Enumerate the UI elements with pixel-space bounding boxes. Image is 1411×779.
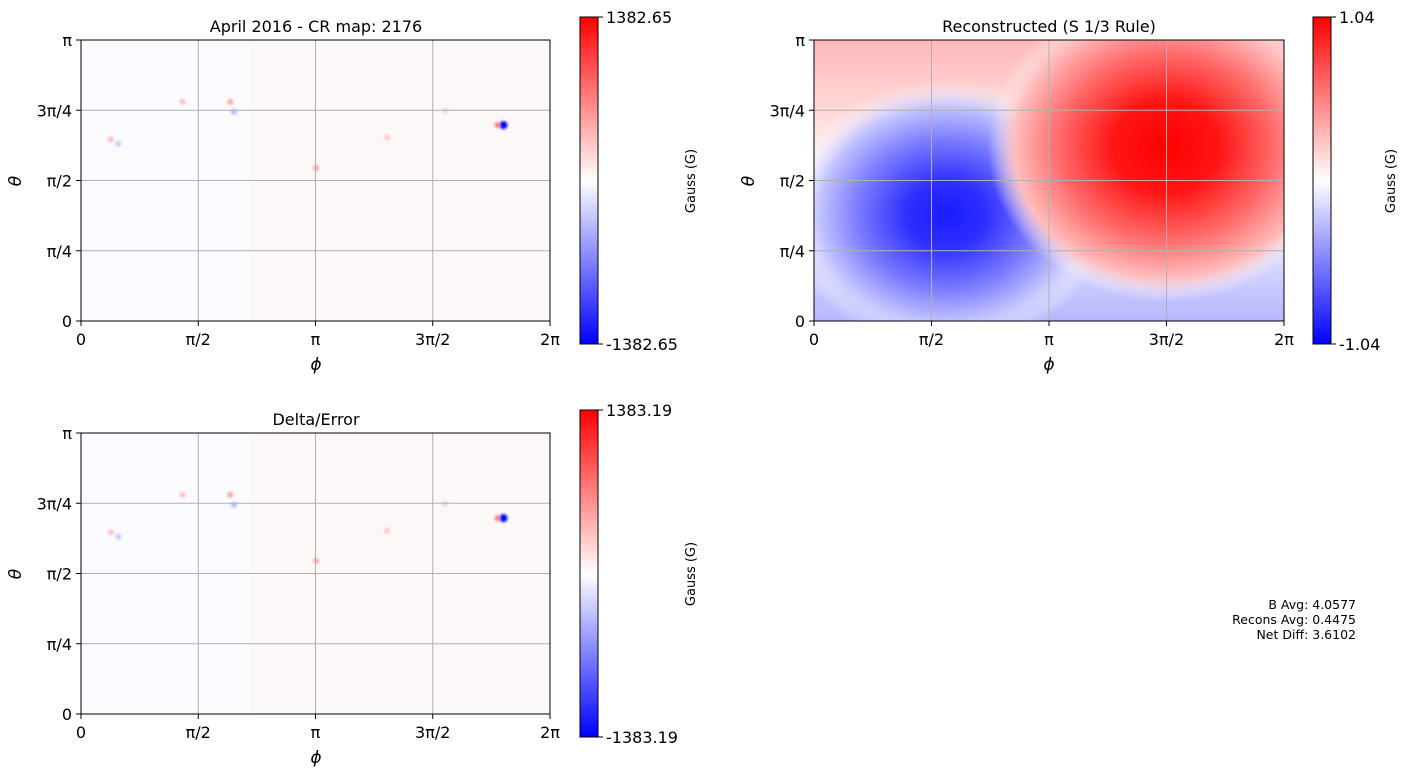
delta-error-grid bbox=[81, 433, 550, 714]
delta-error-field-spot bbox=[313, 558, 320, 565]
cr-map-y-ticks: 0 π/4 π/2 3π/4 π bbox=[37, 31, 81, 331]
delta-error-x-tick-label: π/2 bbox=[186, 723, 211, 742]
delta-error-x-tick-label: 3π/2 bbox=[415, 723, 450, 742]
delta-error-x-tick-label: π bbox=[311, 723, 321, 742]
stats-annotation: B Avg: 4.0577 Recons Avg: 0.4475 Net Dif… bbox=[1232, 597, 1356, 642]
cr-map-y-tick-label: π/4 bbox=[47, 242, 72, 261]
cr-map-field-spot bbox=[115, 140, 122, 147]
delta-error-field-spot bbox=[231, 501, 238, 508]
recons-avg-text: Recons Avg: 0.4475 bbox=[1232, 612, 1356, 627]
delta-error-colorbar bbox=[579, 409, 599, 738]
reconstructed-positive-lobe bbox=[987, 40, 1284, 302]
delta-error-y-tick-label: 3π/4 bbox=[37, 494, 72, 513]
cr-map-field-spot bbox=[494, 122, 501, 129]
reconstructed-ylabel: θ bbox=[739, 175, 759, 186]
cr-map-field-spot bbox=[179, 98, 186, 105]
delta-error-field-spot bbox=[499, 514, 508, 523]
delta-error-y-tick-label: π bbox=[62, 424, 72, 443]
cr-map-x-tick-label: π bbox=[311, 330, 321, 349]
delta-error-field-spot bbox=[384, 527, 391, 534]
cr-map-grid bbox=[81, 40, 550, 321]
cr-map-xlabel: ϕ bbox=[310, 355, 321, 375]
delta-error-y-tick-label: π/2 bbox=[47, 565, 72, 584]
reconstructed-y-tick-label: 3π/4 bbox=[770, 101, 805, 120]
cr-map-x-tick-label: 2π bbox=[540, 330, 560, 349]
delta-error-field-spot bbox=[227, 491, 234, 498]
reconstructed-xlabel: ϕ bbox=[1043, 355, 1054, 375]
cr-map-y-tick-label: π bbox=[62, 31, 72, 50]
cr-map-ylabel: θ bbox=[6, 175, 26, 186]
cr-map-field-spot bbox=[499, 121, 508, 130]
cr-map-y-tick-label: π/2 bbox=[47, 172, 72, 191]
delta-error-xlabel: ϕ bbox=[310, 748, 321, 768]
net-diff-text: Net Diff: 3.6102 bbox=[1256, 627, 1356, 642]
delta-error-colorbar-min: -1383.19 bbox=[606, 728, 678, 747]
delta-error-x-tick-label: 2π bbox=[540, 723, 560, 742]
delta-error-panel: Delta/Error 0 π/2 π 3π/2 2π 0 π/4 π/2 3π/4 π ϕ θ… bbox=[6, 401, 699, 768]
delta-error-y-tick-label: π/4 bbox=[47, 635, 72, 654]
cr-map-title: April 2016 - CR map: 2176 bbox=[210, 17, 422, 36]
delta-error-field-spot bbox=[107, 529, 114, 536]
reconstructed-x-tick-label: 3π/2 bbox=[1149, 330, 1184, 349]
cr-map-colorbar-label: Gauss (G) bbox=[684, 149, 699, 213]
delta-error-x-ticks: 0 π/2 π 3π/2 2π bbox=[76, 714, 560, 742]
reconstructed-x-tick-label: π bbox=[1044, 330, 1054, 349]
reconstructed-y-tick-label: π/4 bbox=[780, 242, 805, 261]
delta-error-x-tick-label: 0 bbox=[76, 723, 86, 742]
reconstructed-y-ticks: 0 π/4 π/2 3π/4 π bbox=[770, 31, 814, 331]
cr-map-field-spot bbox=[107, 136, 114, 143]
reconstructed-grid bbox=[814, 40, 1284, 321]
cr-map-field-spot bbox=[227, 98, 234, 105]
reconstructed-panel: Reconstructed (S 1/3 Rule) 0 π/2 π 3π/2 2π 0… bbox=[739, 8, 1399, 375]
delta-error-field-spot bbox=[442, 500, 449, 507]
cr-map-colorbar bbox=[579, 16, 599, 345]
reconstructed-colorbar-min: -1.04 bbox=[1339, 335, 1380, 354]
delta-error-y-tick-label: 0 bbox=[62, 705, 72, 724]
delta-error-field-spot bbox=[494, 515, 501, 522]
cr-map-x-tick-label: 0 bbox=[76, 330, 86, 349]
b-avg-text: B Avg: 4.0577 bbox=[1268, 597, 1356, 612]
delta-error-field-spot bbox=[179, 491, 186, 498]
reconstructed-x-ticks: 0 π/2 π 3π/2 2π bbox=[809, 321, 1294, 349]
cr-map-field-spot bbox=[384, 134, 391, 141]
reconstructed-y-tick-label: π bbox=[795, 31, 805, 50]
delta-error-field-spot bbox=[115, 533, 122, 540]
cr-map-y-tick-label: 3π/4 bbox=[37, 101, 72, 120]
delta-error-colorbar-max: 1383.19 bbox=[606, 401, 672, 420]
cr-map-field-spot bbox=[231, 108, 238, 115]
reconstructed-colorbar-label: Gauss (G) bbox=[1384, 149, 1399, 213]
delta-error-y-ticks: 0 π/4 π/2 3π/4 π bbox=[37, 424, 81, 724]
cr-map-colorbar-min: -1382.65 bbox=[606, 335, 678, 354]
delta-error-title: Delta/Error bbox=[272, 410, 360, 429]
cr-map-panel: April 2016 - CR map: 2176 0 π/2 π 3π/2 2π 0 π… bbox=[6, 8, 699, 375]
cr-map-colorbar-max: 1382.65 bbox=[606, 8, 672, 27]
reconstructed-title: Reconstructed (S 1/3 Rule) bbox=[942, 17, 1156, 36]
reconstructed-x-tick-label: 0 bbox=[809, 330, 819, 349]
cr-map-x-tick-label: 3π/2 bbox=[415, 330, 450, 349]
reconstructed-colorbar bbox=[1312, 16, 1332, 345]
cr-map-x-ticks: 0 π/2 π 3π/2 2π bbox=[76, 321, 560, 349]
reconstructed-y-tick-label: 0 bbox=[795, 312, 805, 331]
cr-map-x-tick-label: π/2 bbox=[186, 330, 211, 349]
reconstructed-y-tick-label: π/2 bbox=[780, 172, 805, 191]
reconstructed-x-tick-label: 2π bbox=[1274, 330, 1294, 349]
delta-error-colorbar-label: Gauss (G) bbox=[684, 542, 699, 606]
cr-map-field-spot bbox=[313, 165, 320, 172]
cr-map-field-spot bbox=[442, 107, 449, 114]
reconstructed-x-tick-label: π/2 bbox=[919, 330, 944, 349]
reconstructed-colorbar-max: 1.04 bbox=[1339, 8, 1375, 27]
delta-error-ylabel: θ bbox=[6, 568, 26, 579]
cr-map-y-tick-label: 0 bbox=[62, 312, 72, 331]
